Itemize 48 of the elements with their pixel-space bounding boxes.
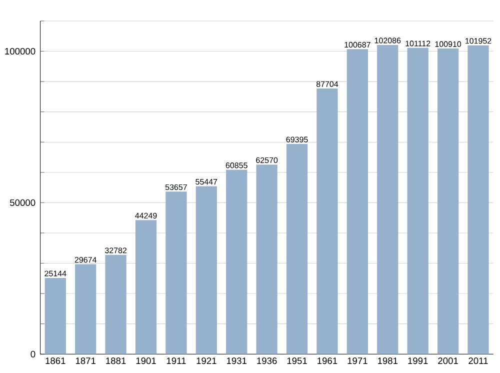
y-tick-label: 100000 [5, 48, 36, 55]
bar [105, 254, 126, 354]
x-tick-label: 1991 [408, 358, 428, 364]
data-label: 32782 [104, 248, 127, 254]
bar [346, 49, 368, 354]
data-label: 102086 [374, 38, 401, 44]
y-tick-label: 50000 [10, 200, 36, 206]
y-tick-label: 0 [30, 350, 36, 358]
x-tick-label: 1921 [196, 358, 216, 364]
bar [286, 144, 308, 354]
data-label: 44249 [135, 212, 157, 219]
bar [196, 186, 217, 354]
x-tick-label: 2011 [468, 358, 488, 364]
x-tick-label: 1881 [106, 358, 126, 364]
x-tick-label: 1951 [287, 358, 307, 364]
data-label: 87704 [316, 81, 338, 88]
x-tick-label: 1971 [348, 358, 368, 364]
bar [166, 192, 187, 354]
data-label: 101112 [406, 40, 430, 46]
data-label: 100687 [344, 42, 370, 48]
bar [377, 45, 398, 354]
x-tick-label: 1936 [257, 358, 277, 364]
bar [135, 220, 157, 354]
x-tick-label: 1911 [166, 358, 186, 364]
bar [468, 45, 489, 354]
x-tick-label: 1981 [378, 358, 398, 364]
data-label: 100910 [435, 41, 462, 48]
bar [44, 278, 66, 354]
x-tick-label: 1961 [318, 358, 338, 364]
bar [316, 88, 338, 354]
data-label: 69395 [286, 136, 308, 142]
bar [437, 48, 459, 354]
data-label: 62570 [256, 157, 278, 164]
data-label: 60855 [226, 162, 248, 168]
x-tick-label: 2001 [438, 358, 458, 364]
bar [75, 264, 96, 354]
data-label: 101952 [466, 38, 492, 44]
x-tick-label: 1871 [76, 358, 96, 364]
bar [226, 170, 248, 354]
x-tick-label: 1901 [136, 358, 156, 364]
data-label: 25144 [44, 270, 66, 276]
bar [256, 164, 278, 354]
data-label: 29674 [74, 257, 96, 263]
data-label: 55447 [196, 179, 218, 185]
data-label: 53657 [165, 184, 187, 190]
bar [407, 48, 428, 354]
x-tick-label: 1931 [226, 358, 247, 364]
x-tick-label: 1861 [46, 358, 66, 364]
